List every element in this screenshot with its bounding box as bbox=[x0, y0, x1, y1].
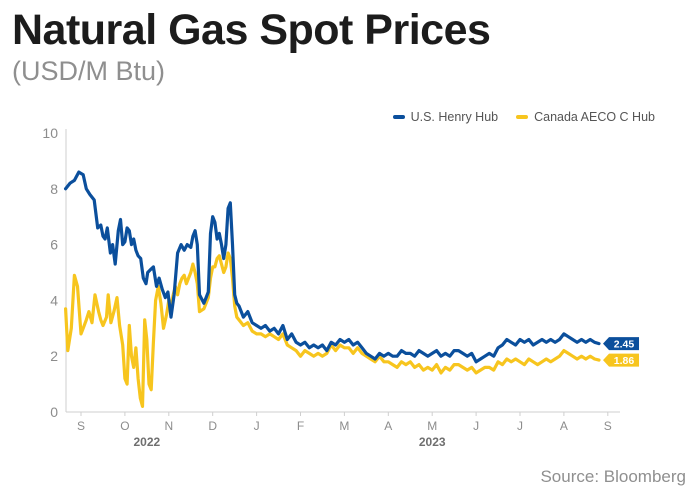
end-label-aeco-box bbox=[603, 353, 640, 367]
legend-swatch-aeco bbox=[516, 115, 529, 119]
x-tick-label: A bbox=[384, 419, 392, 433]
legend-item-aeco: Canada AECO C Hub bbox=[516, 110, 655, 124]
axes-layer: 0 2 4 6 8 10 S O N D J F M A M J J A S 2022 2023 bbox=[42, 125, 620, 449]
x-tick-label: A bbox=[560, 419, 568, 433]
year-label: 2023 bbox=[419, 435, 446, 449]
x-tick-label: O bbox=[120, 419, 129, 433]
y-tick-label: 8 bbox=[50, 181, 58, 197]
end-label-henry-hub-box bbox=[603, 337, 640, 351]
y-tick-label: 10 bbox=[42, 125, 58, 141]
legend: U.S. Henry Hub Canada AECO C Hub bbox=[392, 110, 655, 124]
series-line-aeco bbox=[63, 251, 601, 408]
end-label-aeco: 1.86 bbox=[614, 355, 635, 367]
y-tick-label: 0 bbox=[50, 404, 58, 420]
x-tick-label: F bbox=[297, 419, 304, 433]
y-tick-label: 6 bbox=[50, 237, 58, 253]
y-tick-label: 2 bbox=[50, 348, 58, 364]
x-tick-label: D bbox=[208, 419, 217, 433]
source-note: Source: Bloomberg bbox=[540, 467, 686, 486]
series-layer bbox=[63, 170, 601, 408]
chart-title: Natural Gas Spot Prices bbox=[12, 6, 491, 54]
series-line-henry-hub bbox=[63, 170, 601, 364]
year-label: 2022 bbox=[133, 435, 160, 449]
x-tick-label: N bbox=[164, 419, 173, 433]
x-tick-label: M bbox=[339, 419, 349, 433]
y-tick-label: 4 bbox=[50, 292, 58, 308]
x-tick-label: J bbox=[254, 419, 260, 433]
x-tick-label: M bbox=[427, 419, 437, 433]
x-tick-label: J bbox=[517, 419, 523, 433]
legend-label-henry-hub: U.S. Henry Hub bbox=[410, 110, 499, 124]
x-tick-label: J bbox=[473, 419, 479, 433]
legend-label-aeco: Canada AECO C Hub bbox=[534, 110, 655, 124]
legend-swatch-henry-hub bbox=[392, 115, 405, 119]
x-tick-label: S bbox=[604, 419, 612, 433]
x-tick-label: S bbox=[77, 419, 85, 433]
legend-item-henry-hub: U.S. Henry Hub bbox=[392, 110, 499, 124]
chart-subtitle: (USD/M Btu) bbox=[12, 56, 166, 86]
end-label-henry-hub: 2.45 bbox=[614, 339, 635, 351]
end-labels-layer: 2.45 1.86 bbox=[603, 337, 640, 367]
